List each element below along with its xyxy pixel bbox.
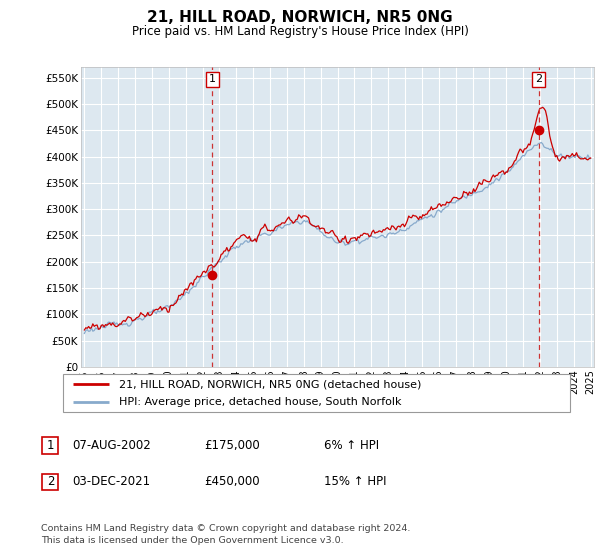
FancyBboxPatch shape bbox=[63, 374, 570, 412]
Text: 21, HILL ROAD, NORWICH, NR5 0NG: 21, HILL ROAD, NORWICH, NR5 0NG bbox=[147, 11, 453, 25]
Text: 07-AUG-2002: 07-AUG-2002 bbox=[72, 438, 151, 452]
Text: 2: 2 bbox=[535, 74, 542, 85]
Text: 2: 2 bbox=[47, 475, 54, 488]
Text: 1: 1 bbox=[209, 74, 216, 85]
Text: Contains HM Land Registry data © Crown copyright and database right 2024.
This d: Contains HM Land Registry data © Crown c… bbox=[41, 524, 410, 545]
FancyBboxPatch shape bbox=[43, 474, 58, 490]
Text: Price paid vs. HM Land Registry's House Price Index (HPI): Price paid vs. HM Land Registry's House … bbox=[131, 25, 469, 39]
Text: 1: 1 bbox=[47, 439, 54, 452]
Text: £175,000: £175,000 bbox=[204, 438, 260, 452]
Text: 03-DEC-2021: 03-DEC-2021 bbox=[72, 475, 150, 488]
Text: £450,000: £450,000 bbox=[204, 475, 260, 488]
FancyBboxPatch shape bbox=[43, 437, 58, 454]
Text: 15% ↑ HPI: 15% ↑ HPI bbox=[324, 475, 386, 488]
Text: HPI: Average price, detached house, South Norfolk: HPI: Average price, detached house, Sout… bbox=[119, 397, 401, 407]
Text: 6% ↑ HPI: 6% ↑ HPI bbox=[324, 438, 379, 452]
Text: 21, HILL ROAD, NORWICH, NR5 0NG (detached house): 21, HILL ROAD, NORWICH, NR5 0NG (detache… bbox=[119, 379, 421, 389]
